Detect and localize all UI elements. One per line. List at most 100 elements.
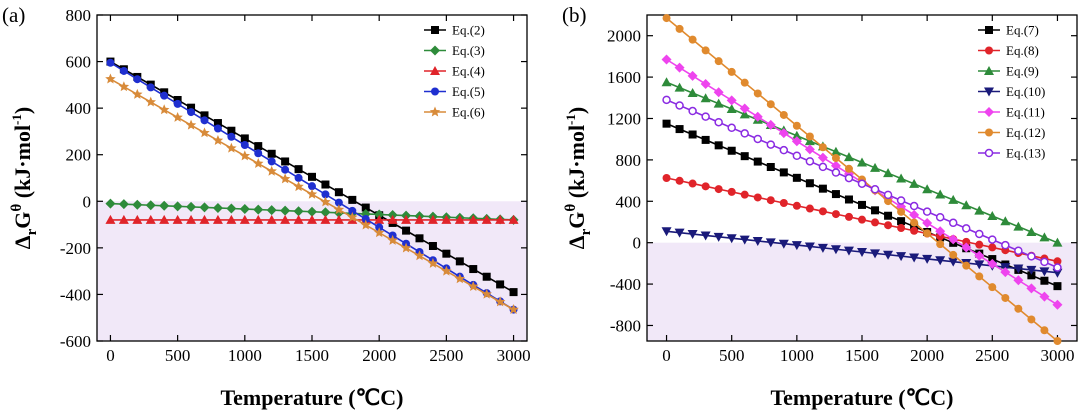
data-point — [779, 198, 788, 207]
data-point — [870, 249, 881, 259]
data-point — [662, 95, 671, 105]
data-point — [199, 127, 210, 138]
data-point — [883, 168, 894, 178]
x-tick-label: 1500 — [295, 346, 329, 365]
series-Eq.(6) — [105, 73, 519, 315]
data-point — [727, 123, 736, 133]
data-point — [883, 190, 893, 200]
series-Eq.(4) — [105, 214, 519, 224]
legend-entry: Eq.(11) — [978, 105, 1045, 120]
data-point — [239, 150, 251, 161]
data-point — [701, 46, 710, 55]
data-point — [348, 206, 357, 215]
data-point — [779, 110, 788, 119]
data-point — [468, 214, 479, 224]
data-point — [688, 130, 697, 139]
data-point — [831, 168, 841, 177]
data-point — [441, 214, 452, 224]
data-point — [804, 242, 815, 252]
data-point — [186, 201, 197, 212]
data-point — [279, 173, 291, 184]
data-point — [1039, 291, 1050, 302]
y-axis-label-part: Δ — [564, 235, 589, 249]
data-point — [267, 157, 276, 166]
data-point — [172, 111, 183, 122]
data-point — [896, 173, 907, 183]
data-point — [778, 128, 789, 139]
data-point — [688, 35, 697, 44]
data-point — [361, 203, 370, 212]
data-point — [1040, 326, 1049, 335]
data-point — [714, 185, 723, 194]
data-point — [974, 205, 985, 215]
x-tick-label: 1000 — [780, 346, 814, 365]
data-point — [199, 202, 210, 213]
data-point — [791, 136, 802, 147]
x-tick-label: 2500 — [429, 346, 463, 365]
data-point — [334, 188, 343, 197]
data-point — [321, 180, 330, 189]
data-point — [739, 109, 750, 119]
data-point — [740, 129, 749, 138]
data-point — [1000, 267, 1011, 278]
data-point — [884, 211, 893, 220]
data-point — [792, 151, 802, 160]
data-point — [253, 204, 264, 215]
data-point — [427, 214, 438, 224]
y-tick-label: -800 — [610, 316, 641, 335]
x-axis-label: Temperature (℃C) — [221, 385, 404, 410]
x-tick-label: 0 — [106, 346, 115, 365]
legend-label: Eq.(4) — [452, 64, 485, 79]
data-point — [307, 206, 317, 217]
data-point — [675, 101, 684, 110]
data-point — [293, 214, 304, 224]
data-point — [374, 214, 385, 224]
legend-label: Eq.(2) — [452, 23, 485, 38]
data-point — [1040, 257, 1049, 267]
data-point — [857, 179, 867, 188]
data-point — [714, 57, 723, 66]
data-point — [922, 207, 932, 216]
data-point — [320, 207, 331, 218]
y-axis-label-part: r — [24, 228, 40, 235]
data-point — [105, 214, 116, 224]
data-point — [118, 199, 129, 210]
data-point — [739, 103, 750, 114]
data-point — [132, 88, 143, 99]
data-point — [160, 91, 169, 100]
data-point — [226, 214, 237, 224]
data-point — [294, 165, 303, 174]
data-point — [896, 252, 907, 262]
data-point — [293, 206, 304, 217]
x-tick-label: 0 — [662, 346, 671, 365]
data-point — [482, 272, 491, 281]
data-point — [509, 288, 518, 297]
data-point — [740, 78, 749, 87]
data-point — [387, 214, 398, 224]
data-point — [935, 212, 945, 222]
data-point — [172, 214, 183, 224]
data-point — [713, 98, 724, 108]
legend-label: Eq.(8) — [1006, 43, 1039, 58]
data-point — [753, 157, 762, 166]
data-point — [884, 197, 893, 206]
data-point — [713, 232, 724, 242]
data-point — [843, 152, 854, 162]
y-axis-label-part: r — [578, 228, 594, 235]
data-point — [818, 162, 828, 172]
data-point — [804, 144, 815, 155]
data-point — [674, 228, 685, 238]
data-point — [871, 218, 880, 227]
y-axis-label: ΔrGθ (kJ·mol-1) — [9, 107, 40, 249]
legend-label: Eq.(13) — [1006, 146, 1045, 161]
data-point — [1026, 226, 1037, 236]
data-point — [469, 265, 478, 274]
y-tick-label: 0 — [83, 192, 92, 211]
data-point — [662, 174, 671, 182]
data-point — [1052, 299, 1063, 310]
data-point — [961, 242, 972, 253]
data-point — [348, 195, 357, 204]
data-point — [320, 196, 331, 207]
data-point — [740, 152, 749, 161]
data-point — [442, 249, 451, 258]
